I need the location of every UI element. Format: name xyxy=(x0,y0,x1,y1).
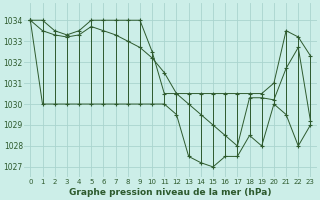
X-axis label: Graphe pression niveau de la mer (hPa): Graphe pression niveau de la mer (hPa) xyxy=(69,188,272,197)
